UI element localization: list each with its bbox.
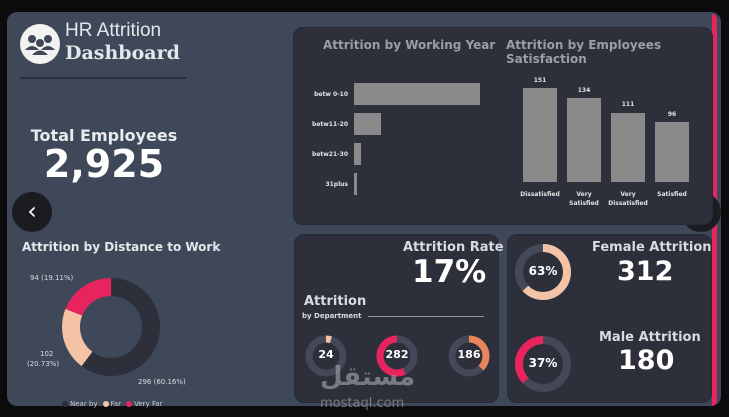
attrition-rate-label: Attrition Rate: [403, 240, 504, 255]
distance-legend: Near by Far Very Far: [62, 400, 162, 408]
working-year-bar[interactable]: [354, 173, 357, 195]
department-value-3: 186: [457, 348, 481, 361]
satisfaction-title: Attrition by Employees Satisfaction: [506, 38, 662, 66]
male-attrition-label: Male Attrition: [599, 330, 701, 345]
department-divider: [368, 316, 484, 317]
working-year-label: betw 0-10: [314, 91, 348, 98]
gender-panel: [507, 234, 712, 403]
working-year-label: betw11-20: [312, 121, 348, 128]
department-donut-2[interactable]: [374, 333, 420, 379]
satisfaction-value: 134: [577, 87, 591, 94]
male-donut[interactable]: [512, 333, 574, 395]
legend-item-near[interactable]: Near by: [62, 400, 98, 408]
working-year-bar[interactable]: [354, 83, 480, 105]
prev-page-button[interactable]: ‹: [12, 192, 52, 232]
distance-chart-title: Attrition by Distance to Work: [22, 240, 221, 254]
department-donut-3[interactable]: [446, 333, 492, 379]
department-donut-1[interactable]: [303, 333, 349, 379]
legend-item-very-far[interactable]: Very Far: [126, 400, 162, 408]
satisfaction-category: Very Dissatisfied: [608, 191, 648, 207]
total-employees-value: 2,925: [43, 142, 165, 186]
far-data-label-2: (20.73%): [27, 360, 60, 368]
female-pct: 63%: [528, 264, 558, 278]
male-attrition-value: 180: [618, 345, 675, 376]
satisfaction-bar[interactable]: [567, 98, 601, 182]
satisfaction-value: 151: [533, 77, 547, 84]
title-line1: HR Attrition: [65, 20, 162, 41]
watermark-arabic: مستقل: [320, 362, 416, 392]
near-data-label: 296 (60.16%): [138, 378, 186, 386]
working-year-label: betw21-30: [312, 151, 348, 158]
satisfaction-value: 96: [667, 111, 677, 118]
female-attrition-label: Female Attrition: [592, 240, 712, 255]
satisfaction-category: Dissatisfied: [520, 191, 560, 198]
satisfaction-bar[interactable]: [655, 122, 689, 182]
department-value-1: 24: [318, 348, 334, 361]
female-donut[interactable]: [512, 241, 574, 303]
satisfaction-value: 111: [621, 101, 635, 108]
working-year-bar[interactable]: [354, 113, 381, 135]
female-attrition-value: 312: [617, 256, 674, 287]
far-data-label-1: 102: [40, 350, 54, 358]
attrition-rate-value: 17%: [412, 254, 487, 290]
watermark-latin: mostaql.com: [320, 396, 405, 411]
working-year-bar[interactable]: [354, 143, 361, 165]
very-far-data-label: 94 (19.11%): [30, 274, 74, 282]
department-subtitle: by Department: [302, 312, 362, 320]
chevron-left-icon: ‹: [27, 197, 37, 225]
total-employees-label: Total Employees: [30, 126, 178, 145]
satisfaction-category: Satisfied: [657, 191, 687, 198]
title-line2: Dashboard: [65, 42, 180, 64]
legend-item-far[interactable]: Far: [102, 400, 121, 408]
header-divider: [20, 77, 186, 79]
distance-donut-chart[interactable]: [58, 274, 164, 380]
satisfaction-bar[interactable]: [611, 113, 645, 182]
department-title: Attrition: [304, 294, 367, 309]
male-pct: 37%: [528, 356, 558, 370]
satisfaction-bar[interactable]: [523, 88, 557, 182]
people-group-icon: [20, 24, 60, 64]
working-year-label: 31plus: [325, 181, 348, 188]
working-year-title: Attrition by Working Year: [323, 38, 496, 52]
department-value-2: 282: [385, 348, 409, 361]
satisfaction-category: Very Satisfied: [569, 191, 599, 207]
